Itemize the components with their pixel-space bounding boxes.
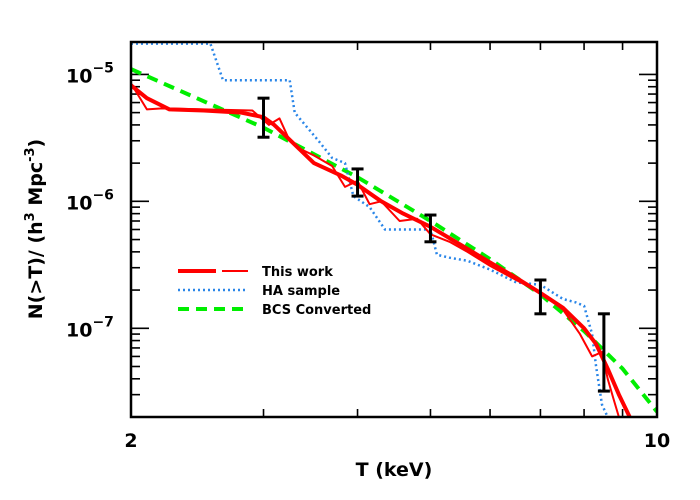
y-axis-label-sup-1: 3: [23, 212, 38, 221]
y-tick-label-base: 10: [66, 192, 92, 214]
y-tick-label: 10−7: [66, 314, 114, 341]
y-tick-label-exponent: −7: [92, 314, 113, 330]
series-layer: [131, 42, 657, 417]
legend-label: This work: [262, 265, 333, 280]
legend: This work HA sample BCS Converted: [178, 265, 371, 318]
series-line: [131, 82, 620, 417]
series-line: [131, 83, 632, 417]
series-line: [131, 67, 657, 413]
y-tick-label-base: 10: [66, 319, 92, 341]
y-axis-label-part-3: ): [25, 139, 47, 148]
legend-label: BCS Converted: [262, 303, 371, 318]
plot-frame: [129, 40, 659, 419]
y-axis-label-part-1: N(>T)/ (h: [25, 221, 47, 319]
minor-ticks: [130, 42, 658, 418]
legend-label: HA sample: [262, 284, 340, 299]
x-tick-label: 10: [644, 430, 670, 452]
y-tick-label: 10−6: [66, 187, 114, 214]
x-axis-label: T (keV): [356, 459, 433, 481]
y-tick-label-exponent: −5: [92, 60, 113, 76]
series-line: [131, 42, 609, 417]
y-axis-label-sup-2: -3: [23, 147, 38, 161]
y-tick-label: 10−5: [66, 60, 114, 87]
error-bars: [257, 96, 610, 393]
x-tick-label: 2: [124, 430, 137, 452]
y-axis-label: N(>T)/ (h3 Mpc-3): [23, 139, 47, 320]
y-tick-label-base: 10: [66, 65, 92, 87]
y-tick-label-exponent: −6: [92, 187, 113, 203]
y-axis-label-part-2: Mpc: [25, 162, 47, 212]
